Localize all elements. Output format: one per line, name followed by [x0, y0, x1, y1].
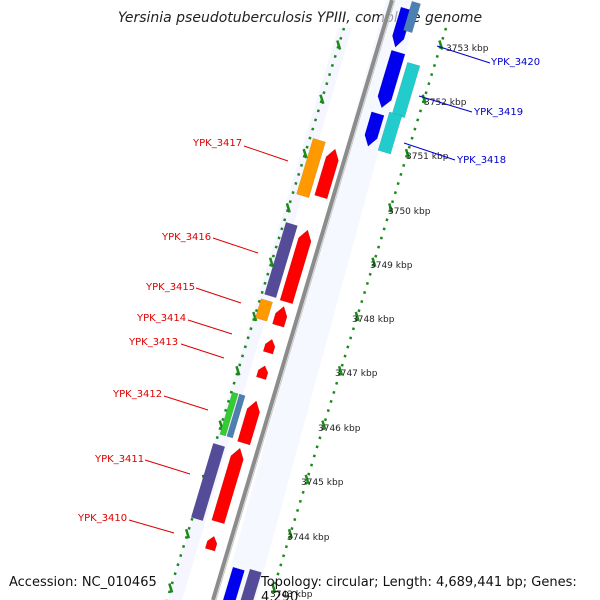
- leader-line: [418, 95, 473, 113]
- gene-features: [190, 0, 421, 600]
- leader-line: [195, 287, 242, 304]
- major-tick: [388, 203, 394, 213]
- genome-backbone-shadow: [215, 0, 396, 600]
- gene-top-feature: [403, 0, 421, 34]
- scale-label: 3743 kbp: [270, 590, 313, 600]
- gene-YPK_3414-arrow: [262, 338, 276, 355]
- scale-label: 3749 kbp: [370, 261, 413, 271]
- major-tick: [235, 365, 241, 376]
- leader-line: [163, 395, 209, 411]
- gene-YPK_3411-arrow: [211, 447, 244, 525]
- major-tick: [336, 40, 342, 50]
- major-tick: [319, 94, 325, 105]
- gene-label: YPK_3419: [473, 107, 523, 118]
- gene-YPK_3410-arrow: [204, 535, 218, 552]
- major-tick: [168, 583, 174, 593]
- gene-YPK_3420-arrow: [377, 49, 406, 109]
- major-tick: [371, 257, 377, 268]
- gene-label: YPK_3410: [77, 513, 127, 524]
- gene-YPK_3412-feature: [219, 391, 239, 437]
- scale-label: 3744 kbp: [287, 533, 330, 543]
- gene-YPK_3413-arrow: [255, 365, 269, 381]
- gene-YPK_3416-feature: [264, 221, 298, 299]
- gene-YPK_3411-feature: [190, 442, 226, 522]
- gene-label: YPK_3418: [456, 155, 506, 166]
- forward-gene-labels: YPK_3417 YPK_3416 YPK_3415 YPK_3414 YPK_…: [77, 138, 242, 524]
- major-tick: [304, 474, 310, 485]
- accession-text: Accession: NC_010465: [9, 575, 157, 590]
- gene-YPK_3419-feature: [391, 61, 421, 119]
- scale-label: 3753 kbp: [446, 44, 489, 54]
- major-tick: [421, 94, 427, 105]
- gene-label: YPK_3415: [145, 282, 195, 293]
- scale-label: 3747 kbp: [335, 369, 378, 379]
- major-tick: [184, 528, 191, 539]
- leader-line: [180, 343, 225, 359]
- gene-YPK_3417-feature: [296, 137, 326, 199]
- leader-line: [403, 142, 456, 161]
- gene-bottom-feature-2: [240, 568, 262, 600]
- reverse-gene-labels: YPK_3420 YPK_3419 YPK_3418: [456, 57, 540, 166]
- gene-YPK_3418-feature: [377, 111, 403, 155]
- gene-YPK_3418-arrow: [364, 111, 385, 147]
- gene-YPK_3415-feature: [255, 298, 273, 322]
- reverse-lane-highlight: [222, 0, 420, 600]
- scale-label: 3751 kbp: [406, 152, 449, 162]
- leader-line: [128, 519, 175, 534]
- leader-line: [212, 237, 259, 254]
- gene-label: YPK_3420: [490, 57, 540, 68]
- leader-line: [436, 45, 491, 64]
- scale-labels: 3753 kbp 3752 kbp 3751 kbp 3750 kbp 3749…: [270, 44, 489, 600]
- major-tick: [285, 203, 291, 213]
- major-tick: [268, 257, 275, 268]
- genome-summary-text: Topology: circular; Length: 4,689,441 bp…: [261, 575, 577, 600]
- leader-line: [144, 459, 191, 475]
- major-tick: [252, 311, 258, 322]
- gene-YPK_3412-feature-2: [226, 393, 246, 439]
- scale-label: 3752 kbp: [424, 98, 467, 108]
- gene-label: YPK_3413: [128, 337, 178, 348]
- scale-label: 3750 kbp: [388, 207, 431, 217]
- gene-YPK_3412-arrow: [237, 400, 260, 446]
- leader-line: [187, 319, 233, 335]
- scale-label: 3748 kbp: [352, 315, 395, 325]
- major-tick: [354, 311, 360, 322]
- scale-label: 3745 kbp: [301, 478, 344, 488]
- gene-YPK_3416-arrow: [279, 229, 312, 305]
- label-leaders: [128, 45, 491, 534]
- major-tick: [337, 365, 344, 376]
- major-tick: [271, 583, 277, 593]
- major-tick: [404, 148, 410, 159]
- gene-bottom-feature: [222, 566, 245, 600]
- gene-label: YPK_3411: [94, 454, 144, 465]
- gene-label: YPK_3414: [136, 313, 186, 324]
- leader-line: [243, 145, 289, 162]
- gene-label: YPK_3412: [112, 389, 162, 400]
- gene-label: YPK_3416: [161, 232, 211, 243]
- scale-label: 3746 kbp: [318, 424, 361, 434]
- major-tick: [287, 528, 293, 539]
- gene-label: YPK_3417: [192, 138, 242, 149]
- gene-YPK_3415-arrow: [272, 305, 288, 328]
- major-tick: [302, 148, 308, 159]
- gene-YPK_3417-arrow: [314, 148, 339, 200]
- genome-backbone: [211, 0, 394, 600]
- major-tick: [321, 420, 327, 430]
